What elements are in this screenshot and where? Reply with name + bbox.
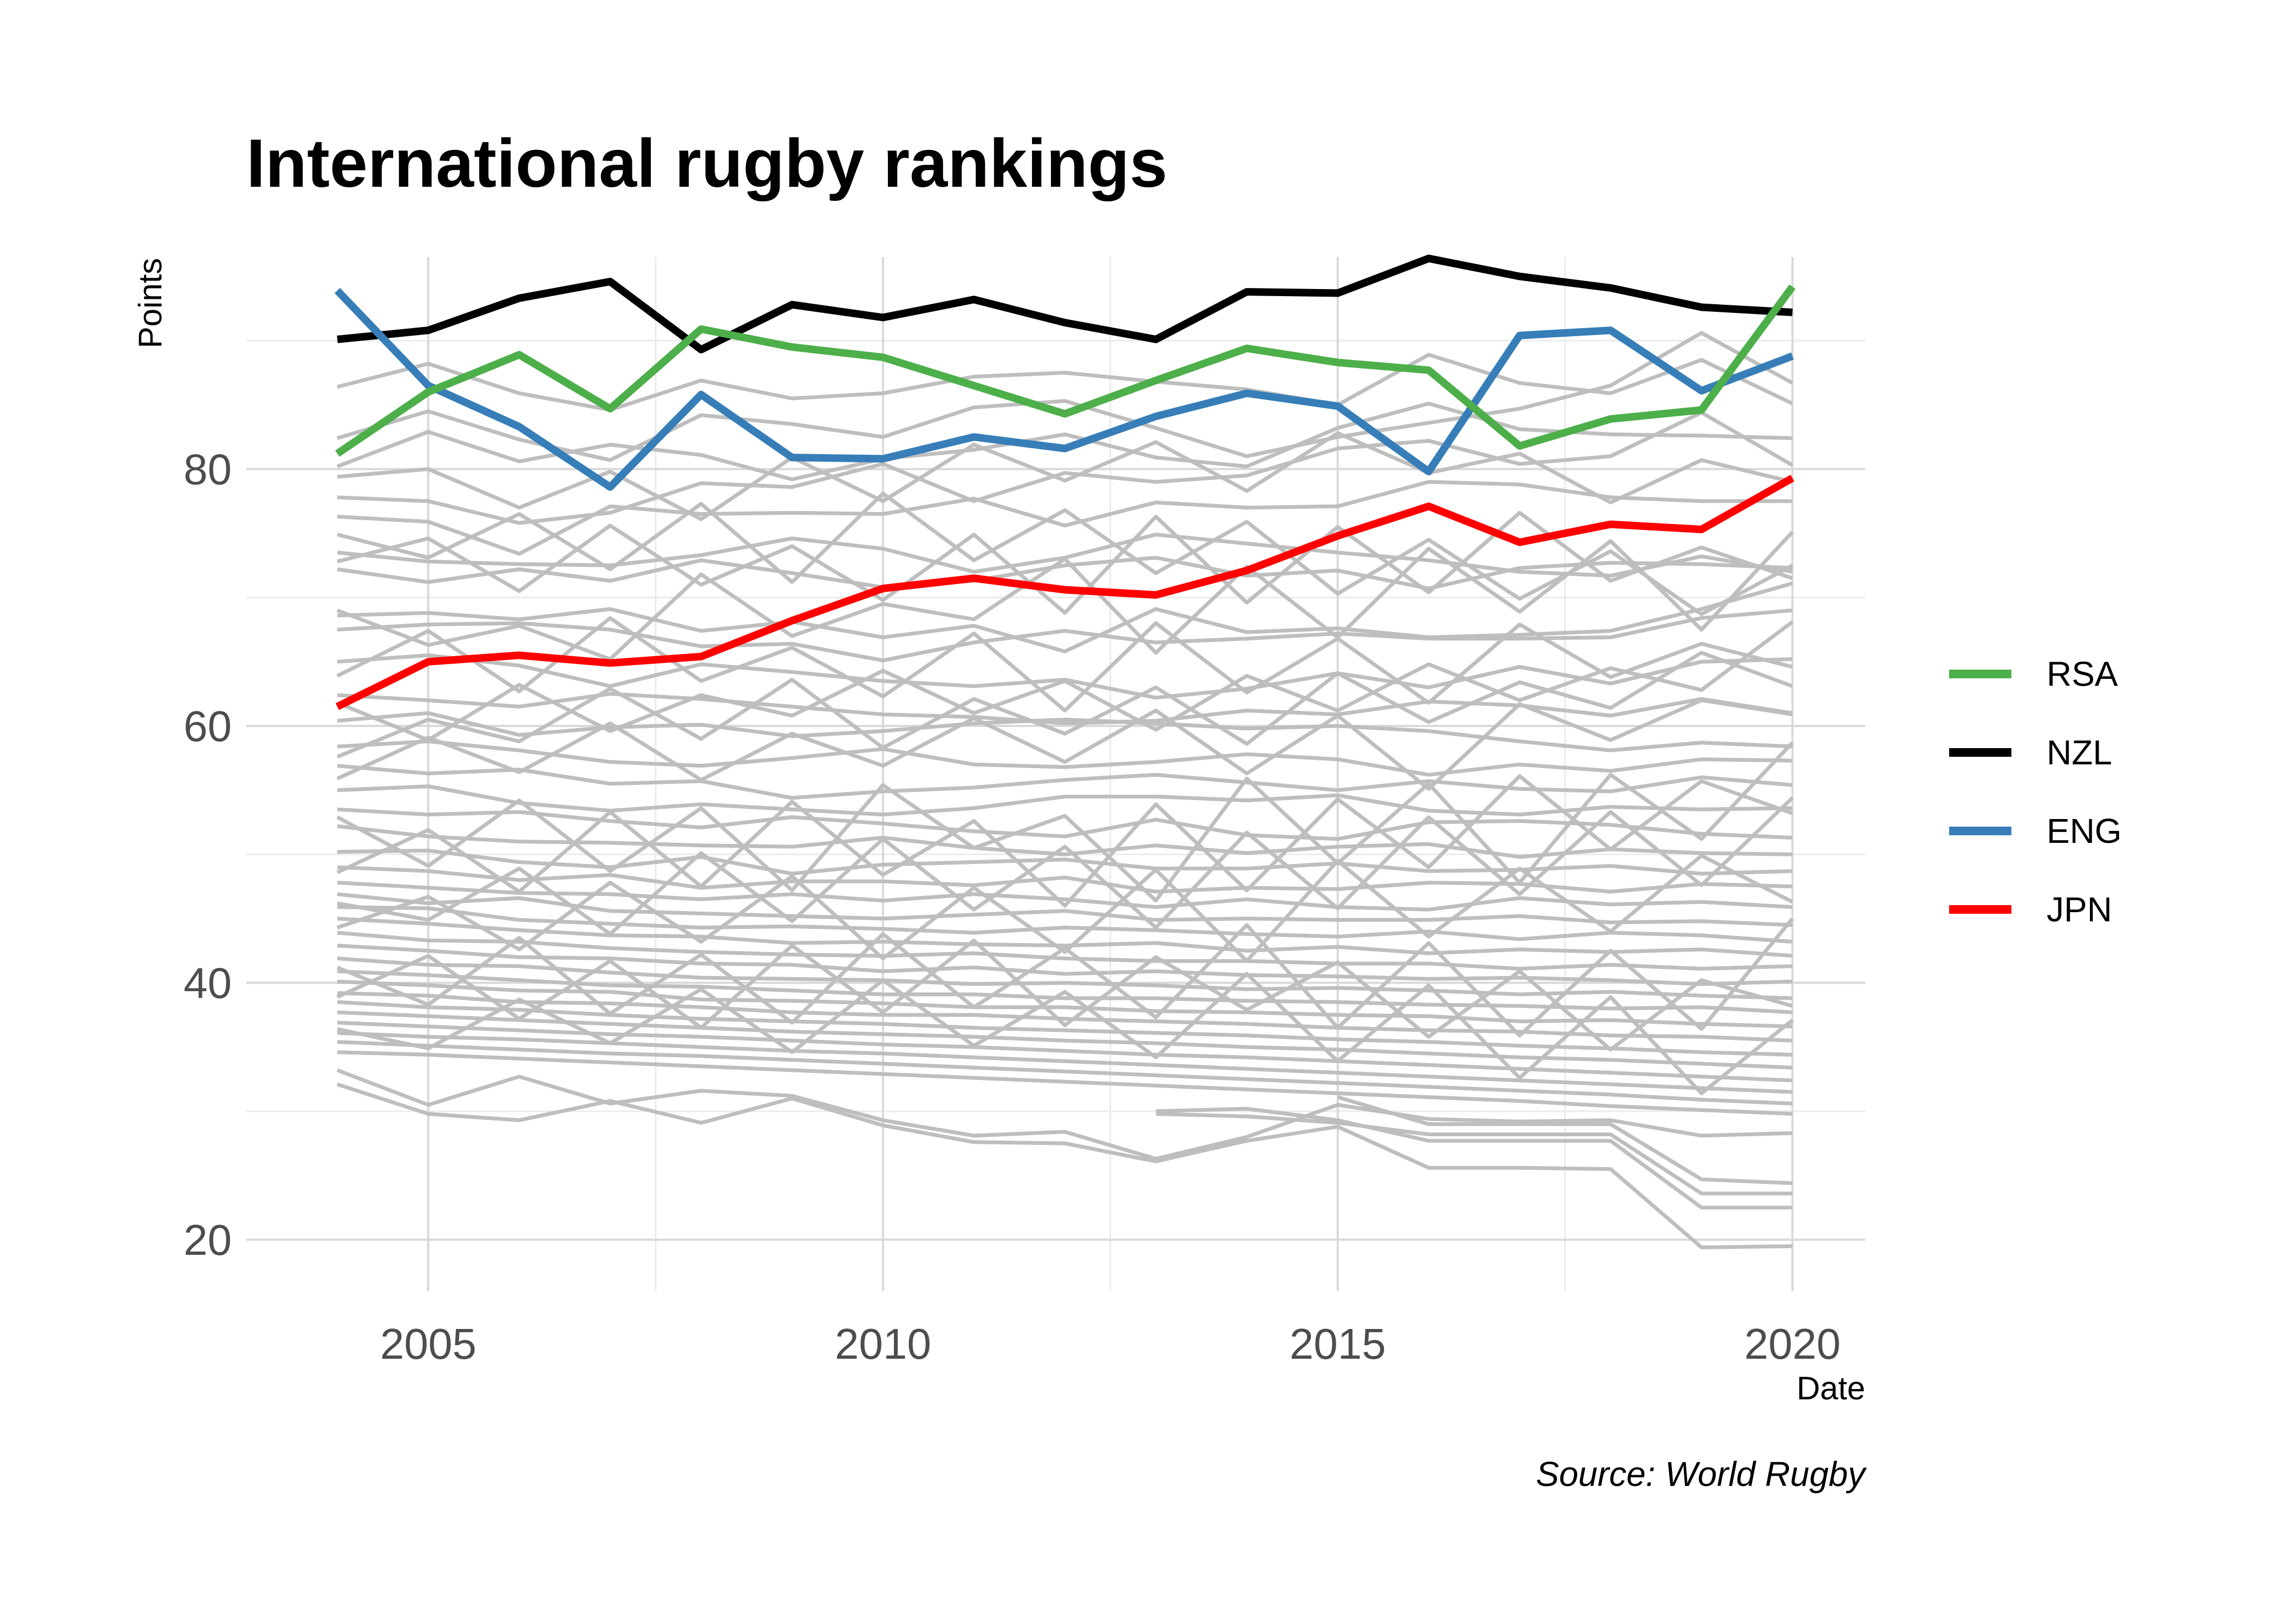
background-series-line (337, 931, 1793, 971)
y-tick-label: 80 (184, 445, 232, 493)
y-axis-label: Points (132, 258, 168, 349)
background-series-line (337, 764, 1793, 800)
background-series-line (337, 555, 1793, 591)
background-series-line (337, 944, 1793, 986)
background-series-line (336, 698, 1793, 791)
background-series-line (337, 608, 1793, 663)
background-series-line (336, 741, 1794, 903)
legend-label-jpn: JPN (2047, 890, 2112, 929)
x-tick-label: 2005 (380, 1320, 476, 1368)
background-series-line (337, 1050, 1793, 1116)
series-line-rsa (335, 284, 1796, 457)
background-series-lines (336, 331, 1794, 1249)
x-tick-label: 2020 (1744, 1320, 1841, 1368)
legend: RSA NZL ENG JPN (1949, 654, 2122, 929)
background-series-line (337, 431, 1793, 521)
background-series-line (337, 331, 1794, 462)
background-series-line (337, 957, 1793, 1000)
highlight-series-lines (334, 254, 1796, 710)
y-axis-ticks: 20 40 60 80 (184, 445, 232, 1264)
y-tick-label: 60 (184, 702, 232, 750)
background-series-line (337, 692, 1793, 725)
background-series-line (1337, 1095, 1793, 1186)
background-series-line (337, 1031, 1793, 1094)
background-series-line (336, 651, 1793, 759)
background-series-line (337, 1020, 1793, 1083)
background-series-line (337, 352, 1794, 412)
series-line-eng (334, 287, 1794, 491)
background-series-line (337, 1000, 1793, 1057)
background-series-line (1155, 1112, 1793, 1196)
background-series-line (336, 616, 1793, 713)
background-series-line (337, 881, 1793, 912)
background-series-line (336, 402, 1793, 481)
background-series-line (336, 1068, 1793, 1161)
background-series-line (337, 905, 1793, 944)
background-series-line (337, 796, 1794, 936)
y-tick-label: 40 (184, 959, 232, 1007)
x-tick-label: 2010 (835, 1320, 931, 1368)
legend-label-eng: ENG (2047, 811, 2122, 850)
source-caption: Source: World Rugby (1536, 1455, 1867, 1494)
background-series-line (337, 480, 1793, 556)
background-series-line (337, 739, 1793, 777)
background-series-line (337, 784, 1793, 817)
legend-label-rsa: RSA (2047, 654, 2118, 693)
background-series-line (337, 865, 1793, 894)
legend-label-nzl: NZL (2047, 733, 2112, 772)
background-series-line (337, 979, 1793, 1029)
background-series-line (337, 1010, 1793, 1070)
background-series-line (336, 531, 1794, 662)
chart-title: International rugby rankings (246, 125, 1167, 201)
background-series-line (336, 854, 1794, 963)
background-series-line (1155, 1106, 1793, 1210)
series-line-jpn (335, 475, 1795, 710)
background-series-line (337, 410, 1794, 525)
background-series-line (337, 807, 1793, 841)
series-line-nzl (337, 254, 1793, 353)
background-series-line (337, 824, 1793, 859)
x-axis-label: Date (1796, 1370, 1865, 1406)
background-series-line (337, 711, 1793, 752)
background-series-line (337, 581, 1793, 653)
background-series-line (337, 991, 1793, 1043)
background-series-line (336, 774, 1793, 908)
background-series-line (337, 916, 1793, 958)
background-series-line (337, 492, 1794, 617)
background-series-line (337, 1040, 1793, 1106)
background-series-line (336, 1082, 1793, 1249)
y-tick-label: 20 (184, 1216, 232, 1264)
background-series-line (336, 938, 1793, 1052)
x-axis-ticks: 2005 2010 2015 2020 (380, 1320, 1841, 1368)
background-series-line (336, 917, 1794, 1038)
background-series-line (337, 972, 1794, 1096)
x-tick-label: 2015 (1290, 1320, 1386, 1368)
